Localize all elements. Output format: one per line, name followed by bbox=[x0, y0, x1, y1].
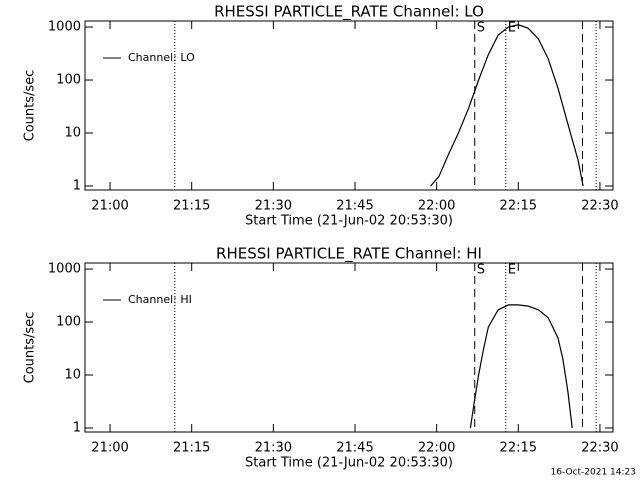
time-marker-label: E bbox=[508, 21, 516, 36]
y-tick-label: 1 bbox=[73, 178, 81, 193]
y-tick-label: 1000 bbox=[48, 20, 81, 35]
x-tick-label: 21:00 bbox=[91, 199, 128, 214]
time-marker-label: S bbox=[477, 263, 485, 278]
chart-title: RHESSI PARTICLE_RATE Channel: LO bbox=[214, 3, 484, 22]
x-tick-label: 22:15 bbox=[500, 441, 537, 456]
y-axis-label: Counts/sec bbox=[23, 312, 38, 384]
y-tick-label: 10 bbox=[64, 126, 81, 141]
x-tick-label: 21:45 bbox=[336, 199, 373, 214]
y-tick-label: 1000 bbox=[48, 262, 81, 277]
x-tick-label: 21:15 bbox=[173, 199, 210, 214]
legend-label: Channel: LO bbox=[128, 51, 195, 64]
y-tick-label: 100 bbox=[56, 315, 81, 330]
y-tick-label: 1 bbox=[73, 420, 81, 435]
time-marker-label: S bbox=[477, 21, 485, 36]
x-tick-label: 21:15 bbox=[173, 441, 210, 456]
x-tick-label: 21:00 bbox=[91, 441, 128, 456]
legend-label: Channel: HI bbox=[128, 293, 192, 306]
x-tick-label: 22:30 bbox=[581, 199, 618, 214]
plot-frame bbox=[84, 20, 614, 191]
x-axis-label: Start Time (21-Jun-02 20:53:30) bbox=[245, 456, 453, 471]
data-line bbox=[469, 304, 573, 429]
plot-frame bbox=[84, 262, 614, 433]
x-tick-label: 21:45 bbox=[336, 441, 373, 456]
x-tick-label: 22:00 bbox=[418, 441, 455, 456]
x-tick-label: 22:15 bbox=[500, 199, 537, 214]
y-tick-label: 100 bbox=[56, 73, 81, 88]
x-tick-label: 22:00 bbox=[418, 199, 455, 214]
x-tick-label: 21:30 bbox=[255, 199, 292, 214]
y-tick-label: 10 bbox=[64, 368, 81, 383]
data-line bbox=[430, 24, 584, 187]
y-axis-label: Counts/sec bbox=[23, 70, 38, 142]
chart-title: RHESSI PARTICLE_RATE Channel: HI bbox=[216, 245, 482, 264]
x-tick-label: 21:30 bbox=[255, 441, 292, 456]
time-marker-label: E bbox=[508, 263, 516, 278]
x-axis-label: Start Time (21-Jun-02 20:53:30) bbox=[245, 214, 453, 229]
x-tick-label: 22:30 bbox=[581, 441, 618, 456]
footer: 16-Oct-2021 14:23 bbox=[551, 468, 636, 478]
